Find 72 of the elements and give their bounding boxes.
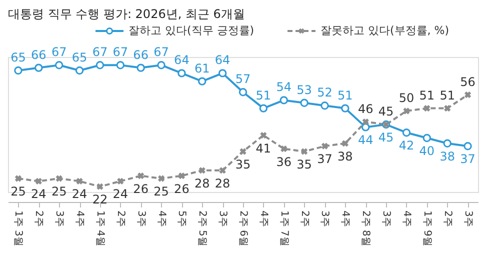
data-label: 56: [460, 74, 476, 89]
data-label: 38: [440, 149, 455, 164]
data-label: 22: [92, 192, 108, 207]
data-label: 28: [214, 176, 230, 190]
x-tick-label: 2주: [442, 210, 453, 227]
x-tick-label: 2주 5월: [196, 210, 208, 246]
x-tick-label: 3주: [217, 210, 228, 227]
data-label: 51: [338, 88, 353, 102]
x-tick-label: 1주 7월: [278, 210, 290, 246]
x-tick-label: 2주 6월: [238, 210, 248, 246]
x-tick-label: 3주: [462, 210, 474, 227]
data-label: 24: [112, 187, 128, 202]
data-label: 40: [419, 144, 435, 158]
x-tick-label: 3주: [319, 210, 330, 227]
x-tick-label: 4주: [340, 210, 351, 227]
data-label: 50: [398, 91, 414, 105]
data-label: 44: [358, 133, 374, 148]
data-label: 64: [214, 53, 230, 68]
data-label: 51: [440, 88, 455, 102]
data-label: 38: [338, 149, 353, 164]
data-label: 24: [72, 187, 88, 202]
data-label: 46: [358, 102, 374, 116]
data-label: 54: [276, 80, 292, 94]
data-label: 25: [51, 184, 67, 198]
x-tick-label: 3주: [135, 210, 146, 227]
data-label: 65: [72, 50, 88, 64]
data-label: 53: [296, 82, 312, 97]
x-tick-label: 1주 9월: [421, 210, 432, 246]
data-label: 35: [296, 158, 312, 172]
data-label: 41: [256, 141, 272, 156]
x-tick-label: 2주 8월: [360, 210, 372, 246]
chart-title: 대통령 직무 수행 평가: 2026년, 최근 6개월: [8, 7, 245, 21]
x-tick-label: 4주: [400, 210, 412, 227]
data-label: 57: [235, 72, 251, 86]
data-label: 66: [31, 48, 46, 62]
x-tick-label: 3주: [380, 210, 392, 227]
data-label: 42: [398, 138, 414, 153]
data-label: 67: [154, 45, 169, 60]
data-label: 24: [31, 187, 46, 202]
x-tick-label: 2주: [33, 210, 44, 227]
data-label: 52: [317, 86, 332, 100]
data-label: 51: [419, 88, 435, 102]
data-label: 67: [51, 45, 67, 60]
data-label: 61: [194, 61, 210, 76]
x-tick-label: 4주: [258, 210, 269, 227]
data-label: 26: [174, 182, 190, 196]
legend-label: 잘못하고 있다(부정률, %): [320, 24, 450, 37]
data-label: 67: [92, 45, 108, 60]
x-tick-label: 1주 3월: [12, 210, 24, 246]
x-tick-label: 2주: [298, 210, 310, 227]
data-label: 45: [378, 130, 394, 144]
x-tick-label: 2주: [114, 210, 126, 227]
data-label: 66: [133, 48, 148, 62]
legend-label: 잘하고 있다(직무 긍정률): [128, 24, 254, 37]
data-label: 35: [235, 158, 251, 172]
data-label: 67: [112, 45, 128, 60]
data-label: 25: [154, 184, 169, 198]
data-label: 28: [194, 176, 210, 190]
x-tick-label: 1주 4월: [94, 210, 106, 246]
data-label: 25: [10, 184, 26, 198]
data-label: 36: [276, 154, 292, 169]
x-tick-label: 3주: [54, 210, 65, 227]
data-label: 26: [133, 182, 148, 196]
x-tick-label: 5주: [176, 210, 188, 227]
data-label: 65: [10, 50, 26, 64]
data-label: 64: [174, 53, 190, 68]
x-tick-label: 4주: [74, 210, 86, 227]
data-label: 37: [317, 152, 332, 166]
x-tick-label: 4주: [156, 210, 167, 227]
data-label: 51: [256, 88, 272, 102]
data-label: 45: [378, 104, 394, 118]
data-label: 37: [460, 152, 476, 166]
